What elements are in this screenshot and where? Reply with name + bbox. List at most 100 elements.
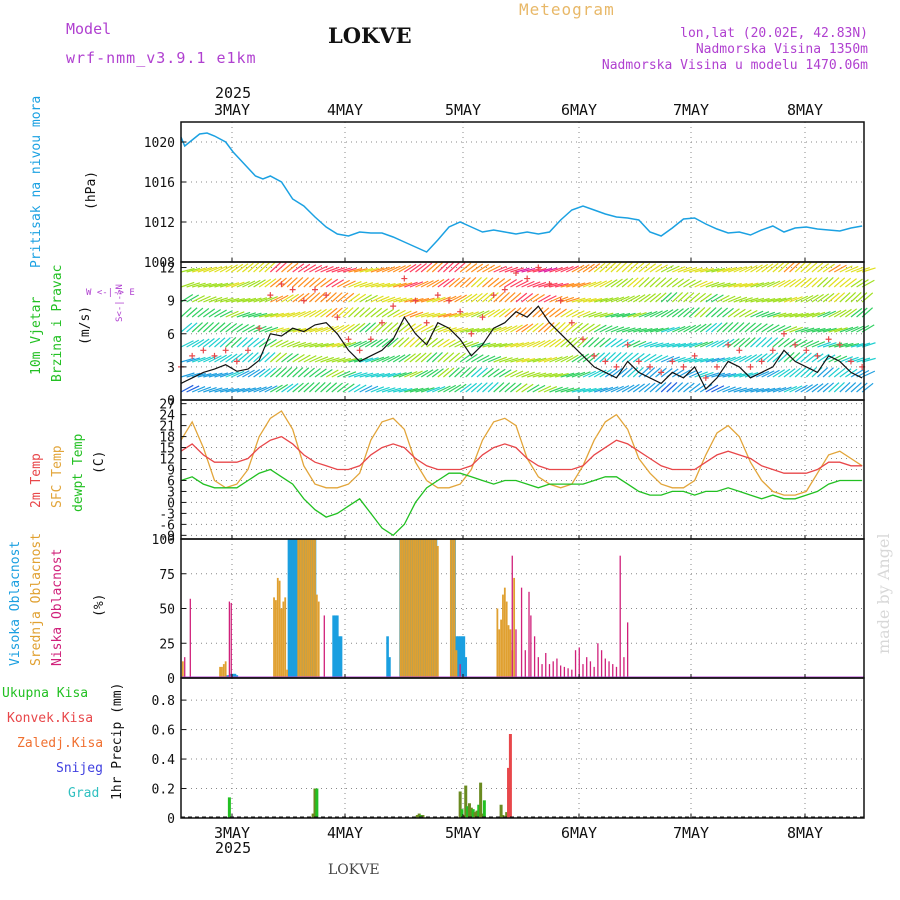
wind-arrow — [789, 352, 801, 363]
mid-cloud-bar — [301, 539, 303, 677]
wind-arrow — [370, 372, 385, 378]
wind-arrow — [571, 282, 586, 288]
wind-arrow — [739, 265, 753, 273]
wind-gust-marker — [278, 281, 285, 288]
wind-tick-label: 3 — [167, 361, 175, 376]
wind-arrow — [727, 282, 742, 288]
wind-arrow — [180, 357, 195, 363]
wind-arrow — [833, 264, 847, 273]
wind-arrow — [783, 338, 796, 348]
wind-arrow — [800, 339, 814, 348]
wind-gust-marker — [367, 336, 374, 343]
wind-gust-marker — [758, 358, 765, 365]
wind-arrow — [376, 372, 391, 378]
wind-arrow — [365, 282, 379, 288]
wind-arrow — [722, 322, 734, 333]
mid-cloud-bar — [282, 601, 285, 677]
precip-bar — [458, 791, 462, 818]
wind-arrow — [353, 384, 367, 393]
wind-arrow — [314, 308, 327, 318]
mid-cloud-bar — [273, 597, 275, 677]
wind-arrow — [683, 292, 695, 303]
low-cloud-bar — [530, 615, 532, 677]
wind-arrow — [398, 264, 412, 273]
wind-arrow — [348, 383, 361, 393]
wind-gust-marker — [412, 297, 419, 304]
wind-arrow — [208, 387, 223, 393]
wind-arrow — [755, 353, 768, 363]
wind-arrow — [532, 372, 547, 378]
wind-gust-marker — [490, 292, 497, 299]
wind-arrow — [225, 353, 238, 363]
wind-arrow — [191, 339, 205, 348]
wind-arrow — [700, 371, 714, 378]
wind-arrow — [471, 342, 485, 348]
wind-arrow — [660, 277, 673, 288]
wind-arrow — [470, 382, 483, 393]
wind-arrow — [521, 280, 535, 288]
wind-arrow — [554, 372, 569, 378]
wind-arrow — [538, 372, 552, 378]
wind-arrow — [264, 385, 278, 393]
wind-arrow — [264, 326, 279, 333]
wind-arrow — [700, 357, 714, 363]
wind-gust-marker — [200, 347, 207, 354]
wind-arrow — [694, 280, 708, 288]
wind-arrow — [822, 263, 835, 273]
wind-arrow — [560, 372, 575, 378]
wind-arrow — [604, 262, 617, 273]
wind-arrow — [476, 367, 488, 378]
wind-arrow — [833, 277, 846, 288]
wind-arrow — [353, 281, 368, 288]
wind-arrow — [794, 312, 809, 318]
wind-arrow — [543, 356, 558, 363]
pressure-tick-label: 1016 — [144, 176, 175, 191]
wind-gust-marker — [468, 330, 475, 337]
wind-arrow — [683, 342, 698, 348]
wind-arrow — [532, 322, 544, 333]
wind-arrow — [515, 383, 528, 393]
wind-arrow — [242, 324, 255, 333]
wind-arrow — [337, 279, 350, 288]
wind-arrow — [526, 281, 541, 288]
low-cloud-bar — [623, 657, 625, 677]
wind-arrow — [258, 326, 273, 333]
wind-arrow — [699, 293, 712, 303]
wind-arrow — [431, 262, 443, 273]
wind-arrow — [404, 281, 418, 288]
temp-tick-label: 21 — [159, 420, 175, 435]
wind-arrow — [504, 325, 518, 333]
mid-cloud-bar — [433, 539, 436, 677]
mid-cloud-bar — [453, 539, 456, 677]
wind-arrow — [476, 354, 490, 363]
wind-arrow — [264, 296, 278, 303]
low-cloud-bar — [563, 666, 566, 677]
wind-arrow — [560, 309, 573, 318]
wind-arrow — [443, 339, 456, 348]
mid-cloud-bar — [278, 580, 281, 677]
wind-arrow — [476, 310, 490, 318]
mid-cloud-bar — [401, 539, 404, 677]
wind-arrow — [521, 293, 534, 303]
wind-arrow — [700, 281, 714, 288]
wind-arrow — [671, 382, 684, 393]
wind-arrow — [487, 368, 500, 378]
wind-arrow — [850, 369, 864, 378]
wind-arrow — [577, 264, 590, 273]
wind-arrow — [805, 367, 817, 378]
wind-arrow — [247, 352, 259, 363]
wind-arrow — [203, 296, 217, 303]
wind-arrow — [744, 309, 758, 318]
wind-arrow — [834, 327, 848, 333]
wind-arrow — [309, 342, 324, 348]
mid-cloud-bar — [496, 608, 499, 677]
wind-arrow — [638, 367, 650, 378]
wind-arrow — [588, 387, 603, 393]
wind-arrow — [738, 322, 751, 333]
wind-arrow — [426, 297, 441, 303]
wind-arrow — [504, 357, 519, 363]
wind-arrow — [493, 292, 505, 303]
wind-arrow — [616, 326, 630, 333]
wind-arrow — [275, 367, 287, 378]
wind-arrow — [671, 292, 683, 303]
